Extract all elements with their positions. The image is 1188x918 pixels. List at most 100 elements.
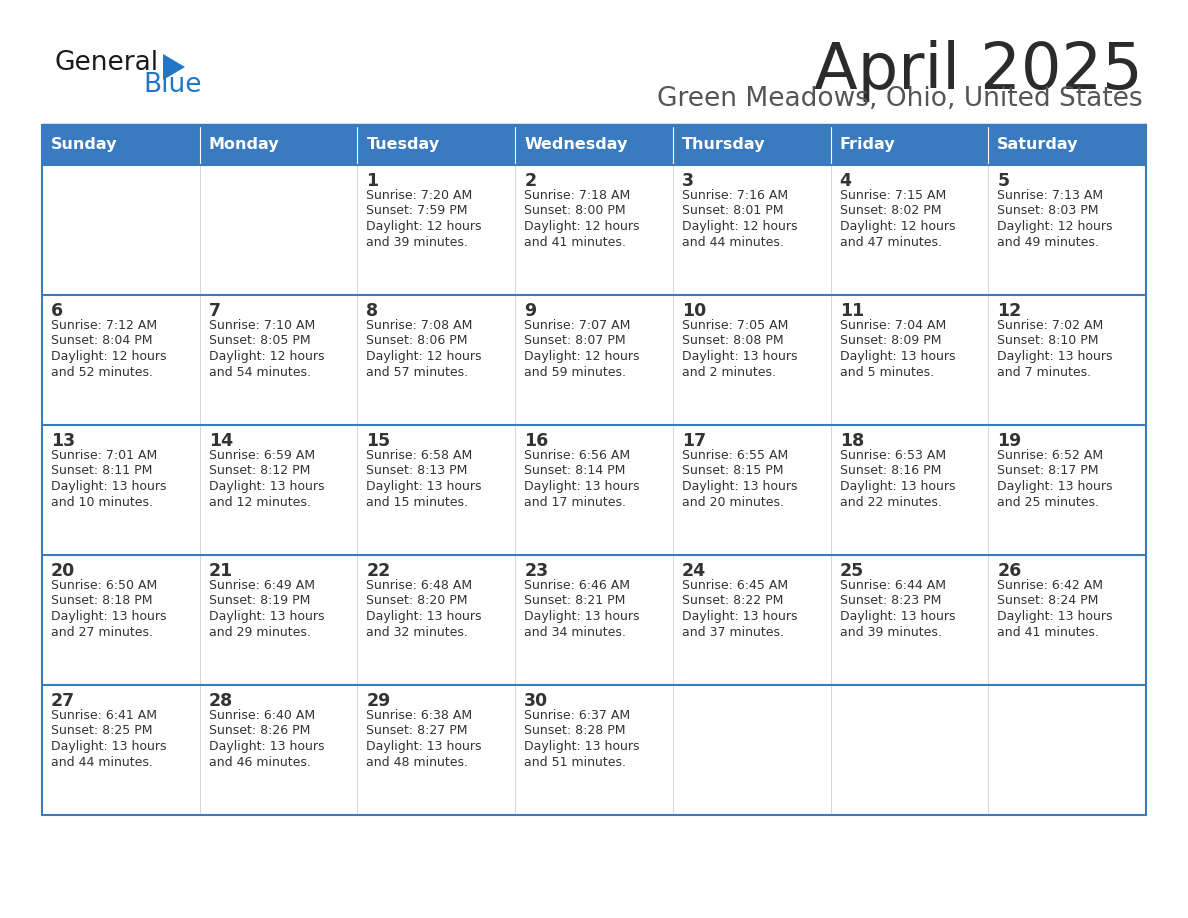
Text: Daylight: 12 hours: Daylight: 12 hours [682,220,797,233]
Text: Daylight: 12 hours: Daylight: 12 hours [997,220,1113,233]
Text: and 49 minutes.: and 49 minutes. [997,236,1099,249]
Text: Daylight: 13 hours: Daylight: 13 hours [524,740,639,753]
Text: and 47 minutes.: and 47 minutes. [840,236,942,249]
Text: Daylight: 13 hours: Daylight: 13 hours [51,480,166,493]
Text: 13: 13 [51,432,75,450]
Text: Sunset: 8:12 PM: Sunset: 8:12 PM [209,465,310,477]
Text: Daylight: 12 hours: Daylight: 12 hours [209,350,324,363]
Text: Sunset: 8:27 PM: Sunset: 8:27 PM [366,724,468,737]
Text: Sunset: 8:02 PM: Sunset: 8:02 PM [840,205,941,218]
Text: Sunset: 8:25 PM: Sunset: 8:25 PM [51,724,152,737]
Text: Sunrise: 7:07 AM: Sunrise: 7:07 AM [524,319,631,332]
Text: Daylight: 12 hours: Daylight: 12 hours [366,350,482,363]
Bar [988,685,1146,815]
Bar [988,165,1146,295]
Text: Sunrise: 7:16 AM: Sunrise: 7:16 AM [682,189,788,202]
Text: Sunset: 8:13 PM: Sunset: 8:13 PM [366,465,468,477]
Text: Sunrise: 6:37 AM: Sunrise: 6:37 AM [524,709,631,722]
Text: Daylight: 13 hours: Daylight: 13 hours [682,350,797,363]
Text: 8: 8 [366,302,379,320]
Text: Sunrise: 6:48 AM: Sunrise: 6:48 AM [366,579,473,592]
Text: 28: 28 [209,692,233,710]
Bar [516,165,672,295]
Text: General: General [55,50,159,76]
Bar [42,685,200,815]
Text: 25: 25 [840,562,864,580]
Text: Daylight: 13 hours: Daylight: 13 hours [682,480,797,493]
Bar [42,125,200,165]
Text: Daylight: 13 hours: Daylight: 13 hours [997,480,1113,493]
Text: 19: 19 [997,432,1022,450]
Bar [358,165,516,295]
Text: Sunrise: 6:44 AM: Sunrise: 6:44 AM [840,579,946,592]
Bar [672,295,830,425]
Text: Sunset: 8:01 PM: Sunset: 8:01 PM [682,205,783,218]
Text: and 48 minutes.: and 48 minutes. [366,756,468,768]
Text: Thursday: Thursday [682,138,765,152]
Text: Daylight: 13 hours: Daylight: 13 hours [840,480,955,493]
Text: Sunrise: 7:05 AM: Sunrise: 7:05 AM [682,319,788,332]
Text: Sunset: 8:00 PM: Sunset: 8:00 PM [524,205,626,218]
Text: Sunset: 8:09 PM: Sunset: 8:09 PM [840,334,941,348]
Text: Sunset: 8:19 PM: Sunset: 8:19 PM [209,595,310,608]
Bar [516,555,672,685]
Text: Sunrise: 7:02 AM: Sunrise: 7:02 AM [997,319,1104,332]
Text: 15: 15 [366,432,391,450]
Text: Daylight: 13 hours: Daylight: 13 hours [997,350,1113,363]
Text: April 2025: April 2025 [814,40,1143,102]
Text: Daylight: 13 hours: Daylight: 13 hours [51,610,166,623]
Text: and 27 minutes.: and 27 minutes. [51,625,153,639]
Text: and 37 minutes.: and 37 minutes. [682,625,784,639]
Text: Sunset: 8:26 PM: Sunset: 8:26 PM [209,724,310,737]
Text: Sunrise: 6:41 AM: Sunrise: 6:41 AM [51,709,157,722]
Text: 6: 6 [51,302,63,320]
Bar [200,125,358,165]
Text: and 7 minutes.: and 7 minutes. [997,365,1092,378]
Text: Daylight: 13 hours: Daylight: 13 hours [997,610,1113,623]
Text: Sunrise: 7:01 AM: Sunrise: 7:01 AM [51,449,157,462]
Text: and 5 minutes.: and 5 minutes. [840,365,934,378]
Text: Daylight: 12 hours: Daylight: 12 hours [524,350,639,363]
Text: Sunset: 8:10 PM: Sunset: 8:10 PM [997,334,1099,348]
Text: and 39 minutes.: and 39 minutes. [840,625,941,639]
Text: and 29 minutes.: and 29 minutes. [209,625,310,639]
Bar [672,125,830,165]
Text: Daylight: 13 hours: Daylight: 13 hours [682,610,797,623]
Text: Daylight: 12 hours: Daylight: 12 hours [840,220,955,233]
Text: 21: 21 [209,562,233,580]
Text: and 20 minutes.: and 20 minutes. [682,496,784,509]
Text: Sunset: 8:24 PM: Sunset: 8:24 PM [997,595,1099,608]
Text: Sunrise: 7:08 AM: Sunrise: 7:08 AM [366,319,473,332]
Text: Sunrise: 6:42 AM: Sunrise: 6:42 AM [997,579,1104,592]
Text: Sunset: 7:59 PM: Sunset: 7:59 PM [366,205,468,218]
Text: 26: 26 [997,562,1022,580]
Bar [830,165,988,295]
Bar [672,425,830,555]
Text: Sunrise: 6:53 AM: Sunrise: 6:53 AM [840,449,946,462]
Text: and 41 minutes.: and 41 minutes. [524,236,626,249]
Text: Daylight: 13 hours: Daylight: 13 hours [524,480,639,493]
Text: and 2 minutes.: and 2 minutes. [682,365,776,378]
Text: Sunrise: 6:52 AM: Sunrise: 6:52 AM [997,449,1104,462]
Text: Sunset: 8:16 PM: Sunset: 8:16 PM [840,465,941,477]
Text: and 41 minutes.: and 41 minutes. [997,625,1099,639]
Text: 4: 4 [840,172,852,190]
Text: Sunrise: 6:40 AM: Sunrise: 6:40 AM [209,709,315,722]
Text: 7: 7 [209,302,221,320]
Text: Sunset: 8:18 PM: Sunset: 8:18 PM [51,595,152,608]
Bar [830,295,988,425]
Text: Saturday: Saturday [997,138,1079,152]
Text: Sunrise: 6:46 AM: Sunrise: 6:46 AM [524,579,630,592]
Text: and 39 minutes.: and 39 minutes. [366,236,468,249]
Text: Sunrise: 7:10 AM: Sunrise: 7:10 AM [209,319,315,332]
Text: and 44 minutes.: and 44 minutes. [51,756,153,768]
Bar [516,125,672,165]
Bar [358,685,516,815]
Text: Sunday: Sunday [51,138,118,152]
Bar [672,165,830,295]
Text: Daylight: 13 hours: Daylight: 13 hours [524,610,639,623]
Bar [830,125,988,165]
Text: 5: 5 [997,172,1010,190]
Bar [200,165,358,295]
Text: and 54 minutes.: and 54 minutes. [209,365,311,378]
